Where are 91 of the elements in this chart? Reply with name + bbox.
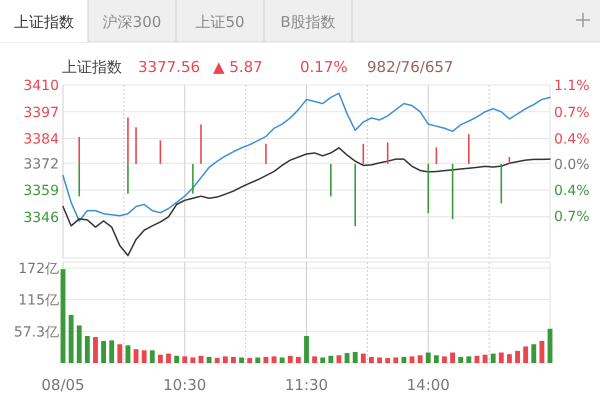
y-tick-label: 57.3亿 [14,324,59,340]
bar [84,336,90,363]
y-tick-label: 3410 [23,78,59,94]
bar [418,355,423,363]
text: 3377.56 [138,58,200,76]
bar [312,356,318,363]
bar [68,314,74,363]
bar [539,340,544,363]
bar [190,357,196,363]
y2-tick-label: 0.4% [554,183,590,200]
y2-tick-label: 0.7% [554,208,590,225]
bar [450,352,456,363]
bar [442,356,447,363]
bar [280,357,285,363]
y2-tick-label: 0.4% [554,131,590,148]
bar [336,355,342,363]
bar [482,354,488,363]
bar [426,352,431,363]
bar [272,356,276,363]
bar [393,357,398,363]
chart-title: 上证指数 [62,58,122,76]
bar [498,352,504,363]
bar [255,357,260,363]
bar [174,356,180,363]
bar [142,350,147,363]
bar [182,356,188,363]
x-tick-label: 11:30 [284,376,328,394]
bar [60,269,66,363]
bar [101,340,106,363]
bar [222,356,228,363]
bar [369,356,374,363]
bar [247,358,252,363]
bar [109,340,114,363]
bar [126,345,130,363]
bar [166,354,171,363]
bar [214,358,220,363]
bar [158,354,163,363]
text: 上证指数 [14,13,74,31]
bar [263,356,268,363]
bar [328,356,334,363]
bar [377,357,382,363]
y-tick-label: 3384 [23,132,60,148]
text: B股指数 [280,13,336,31]
bar [458,356,464,363]
bar [344,353,350,363]
y2-tick-label: 0.0% [554,156,590,173]
bar [360,354,366,363]
line-series [62,147,551,256]
bar [352,352,358,363]
x-tick-label: 14:00 [406,376,450,394]
bar [288,356,293,363]
bar [523,346,528,363]
x-tick-label: 08/05 [41,376,85,394]
y-tick-label: 3359 [23,183,59,200]
bar [410,356,414,363]
y-tick-label: 115亿 [18,292,59,309]
bar [434,355,439,363]
bar [474,356,480,363]
text: ▲ 5.87 [213,58,263,76]
bar [231,356,236,363]
bar [150,350,155,363]
bar [117,344,122,363]
bar [206,356,212,363]
text: 982/76/657 [367,58,454,76]
bar [320,357,326,363]
bar [385,358,390,363]
y-tick-label: 172亿 [18,261,59,278]
bar [239,357,244,363]
bar [93,337,98,363]
bar [198,356,204,363]
bar [531,344,536,363]
bar [490,354,496,363]
y-tick-label: 3372 [23,156,59,172]
bar [466,356,472,363]
x-tick-label: 10:30 [163,376,206,394]
line-series [62,92,551,222]
y-tick-label: 3397 [23,104,59,121]
bar [401,356,406,363]
bar [548,328,552,363]
text: 沪深300 [102,13,162,31]
text: 0.17% [300,58,348,76]
text: 上证50 [195,13,245,31]
bar [134,349,138,363]
bar [304,336,309,363]
y-tick-label: 3346 [23,210,60,226]
bar [296,356,301,363]
y2-tick-label: 0.7% [554,104,590,121]
bar [515,350,520,363]
bar [76,325,82,363]
y2-tick-label: 1.1% [554,78,590,94]
bar [506,354,512,363]
